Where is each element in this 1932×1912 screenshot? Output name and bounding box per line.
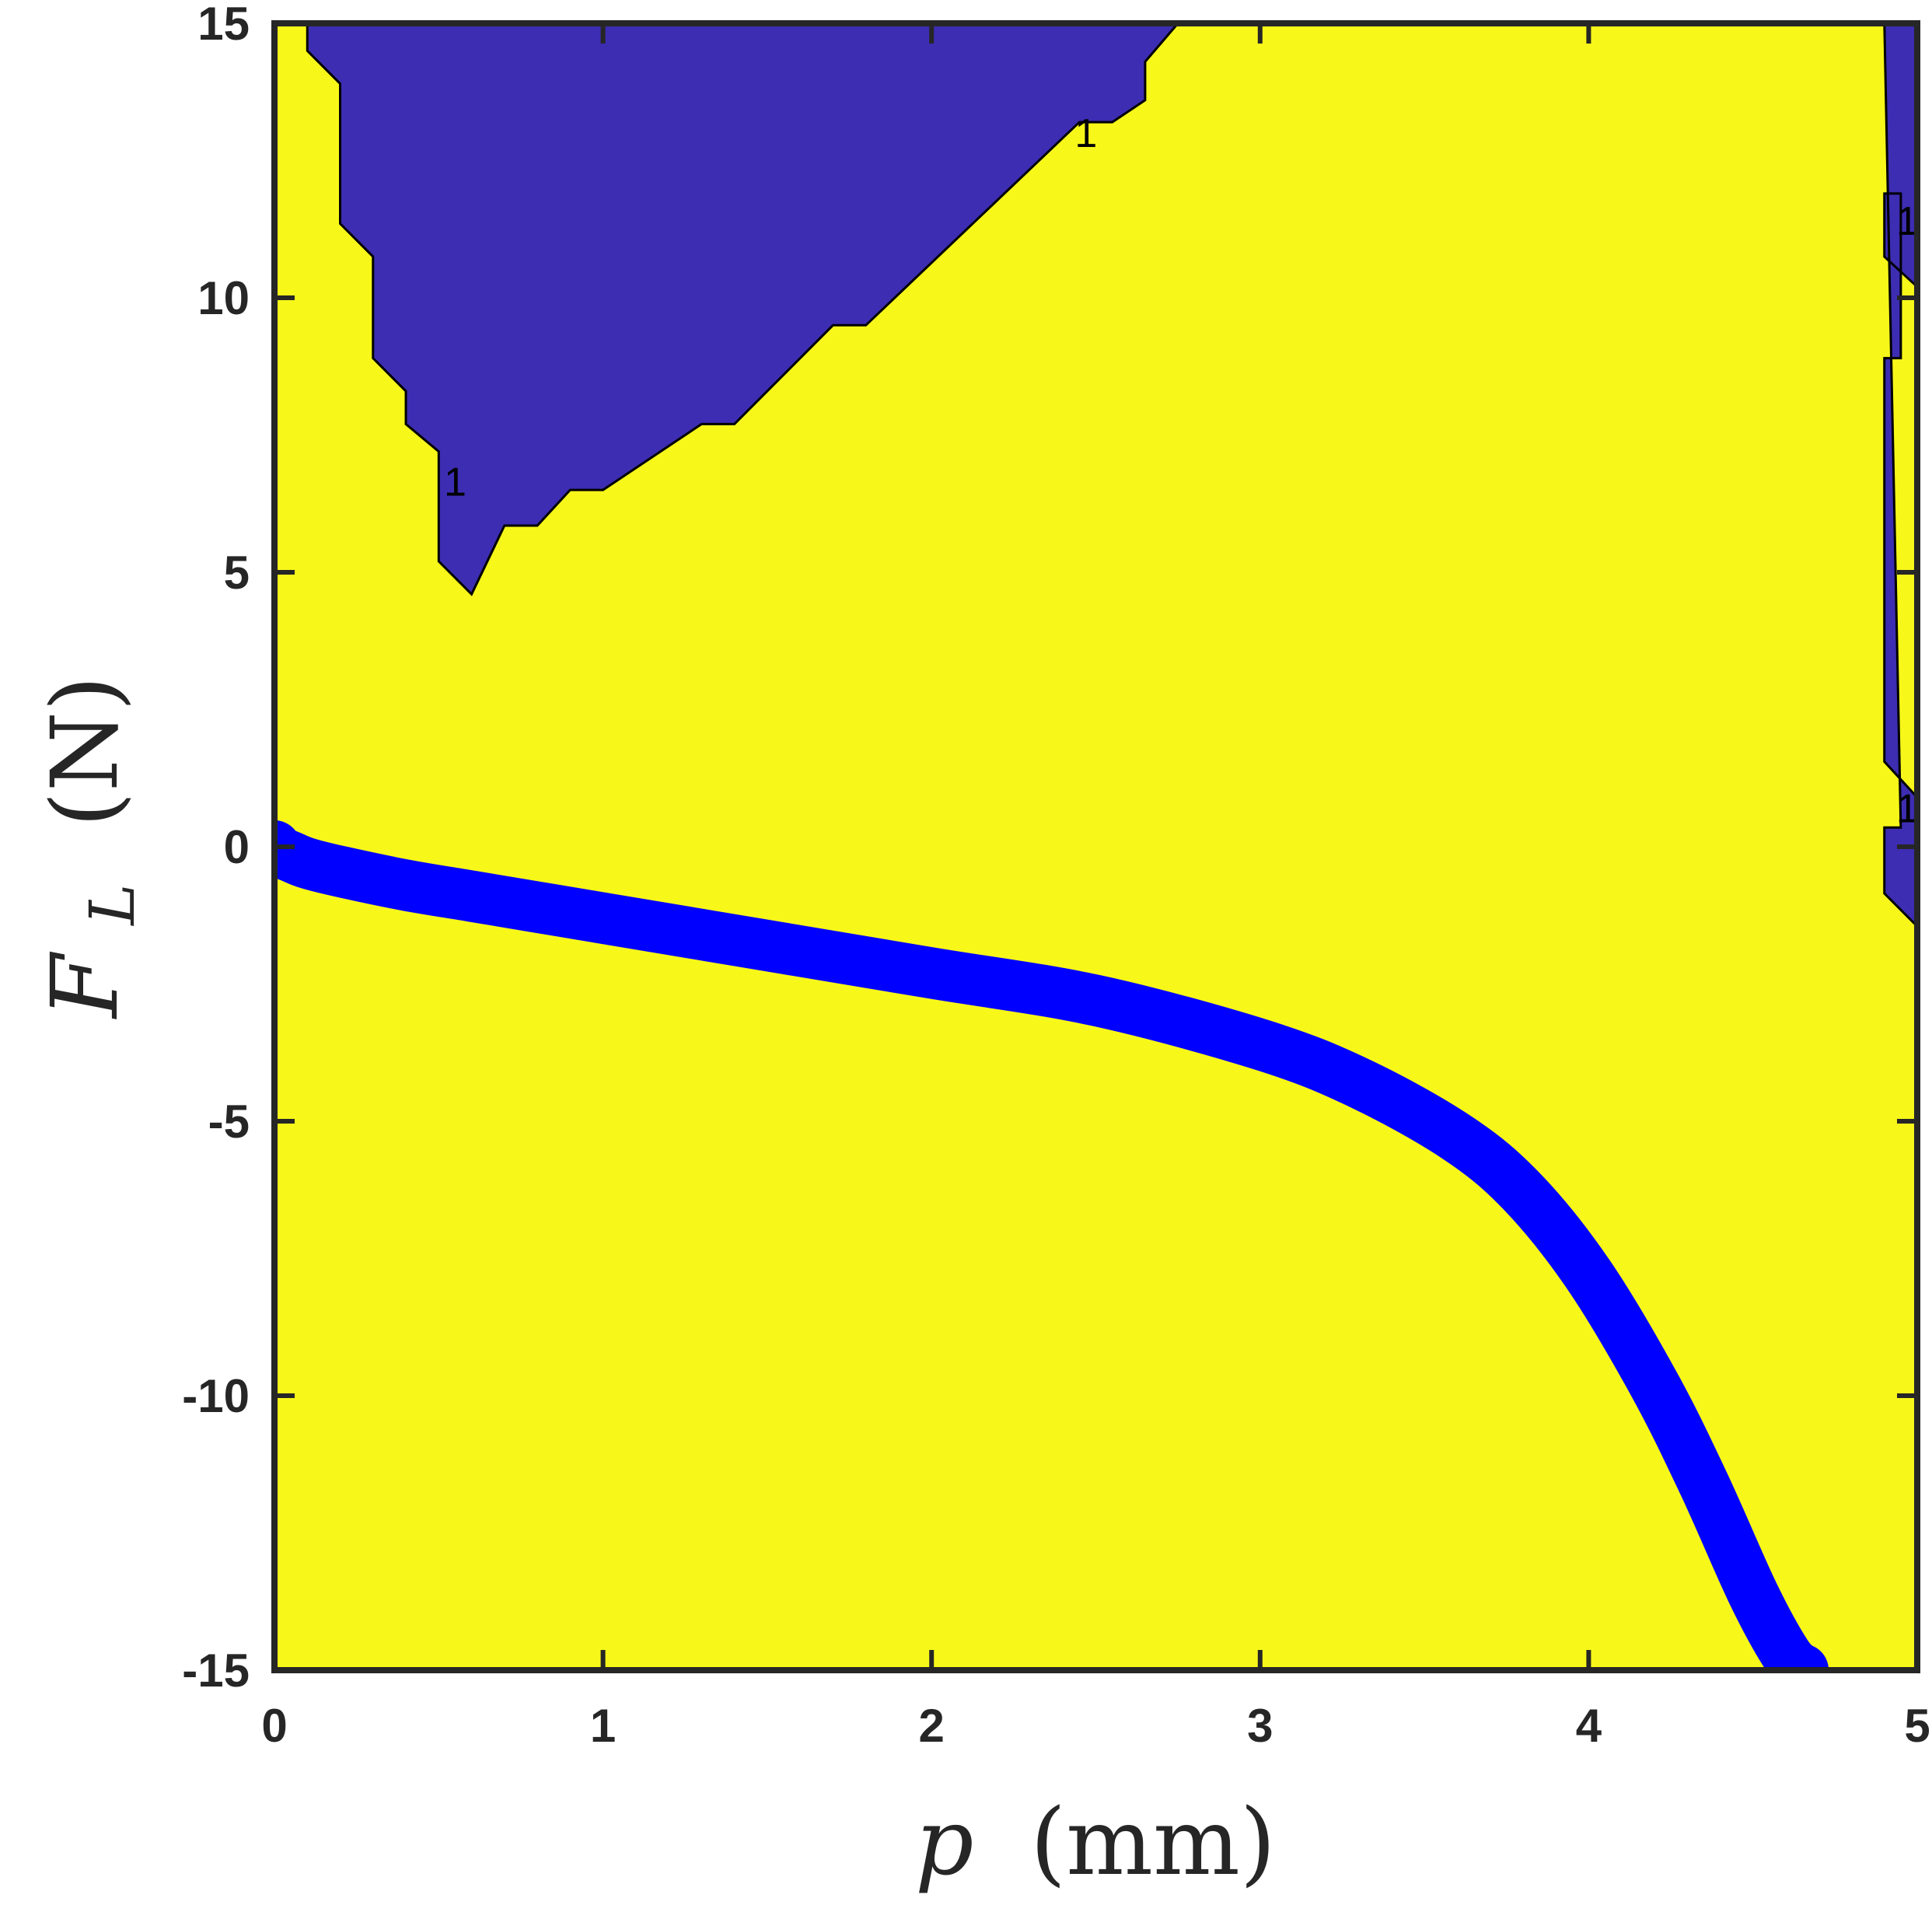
x-axis-label: p (mm): [915, 1788, 1276, 1896]
y-tick-label: 15: [197, 0, 250, 50]
response-curve: [274, 821, 1829, 1670]
y-tick-label: -10: [182, 1370, 250, 1422]
y-tick-label: 0: [224, 821, 250, 873]
y-axis-variable: F: [31, 951, 138, 1019]
y-tick-label: 5: [224, 547, 250, 599]
tick-layer: [272, 21, 1920, 1673]
y-axis-subscript: L: [76, 884, 148, 927]
contour-region-1: [306, 23, 1180, 596]
contour-label-1: 1: [444, 460, 466, 505]
curve-end-marker: [1776, 1644, 1829, 1670]
x-tick-label: 2: [919, 1700, 945, 1752]
y-tick-label: -5: [208, 1096, 250, 1148]
x-axis-variable: p: [915, 1788, 974, 1896]
y-tick-label: -15: [182, 1645, 250, 1697]
x-tick-label: 5: [1904, 1700, 1930, 1752]
x-axis-unit: (mm): [1030, 1788, 1276, 1896]
y-tick-label: 10: [197, 272, 250, 324]
region-layer: [306, 23, 1917, 928]
contour-label-2: 1: [1074, 111, 1097, 156]
x-tick-labels: 0 1 2 3 4 5: [261, 1700, 1930, 1752]
x-tick-label: 0: [261, 1700, 287, 1752]
y-tick-labels: -15 -10 -5 0 5 10 15: [182, 0, 250, 1697]
y-axis-unit: (N): [31, 676, 138, 827]
x-tick-label: 3: [1247, 1700, 1273, 1752]
x-tick-label: 1: [590, 1700, 616, 1752]
y-axis-label: F L (N): [31, 676, 155, 1019]
contour-region-2: [1883, 23, 1917, 928]
x-tick-label: 4: [1576, 1700, 1602, 1752]
